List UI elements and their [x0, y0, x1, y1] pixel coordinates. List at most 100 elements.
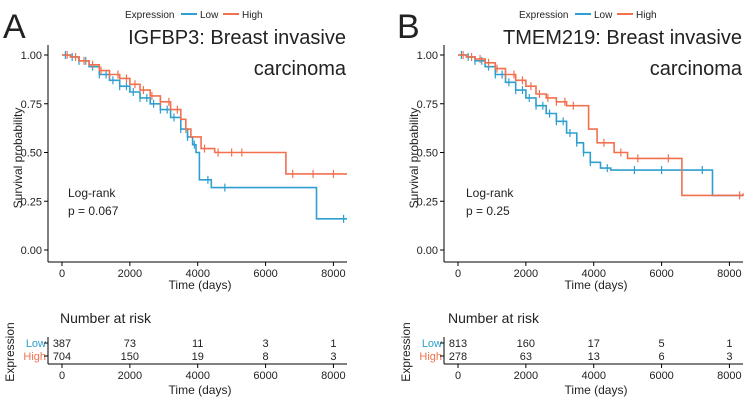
- chart-title-line1: IGFBP3: Breast invasive: [128, 27, 346, 49]
- legend-title: Expression: [519, 10, 568, 21]
- risk-table: Number at risk Expression Low 813 160 17 5 1 H…: [399, 310, 743, 397]
- risk-x-tick-label: 6000: [649, 370, 673, 382]
- panel-label: B: [397, 8, 420, 46]
- km-curve-high: [458, 54, 744, 197]
- risk-cell: 387: [53, 338, 71, 350]
- x-axis-label: Time (days): [169, 278, 232, 292]
- x-axis-label: Time (days): [565, 278, 628, 292]
- risk-x-tick-label: 0: [59, 370, 65, 382]
- risk-cell: 63: [520, 351, 532, 363]
- risk-table-ylabel: Expression: [399, 322, 413, 381]
- x-tick-label: 6000: [649, 268, 673, 280]
- panel-b: B Expression Low High TMEM219: Breast in…: [397, 8, 744, 397]
- x-tick-label: 8000: [321, 268, 345, 280]
- risk-row-label-high: High: [23, 351, 46, 363]
- plot-series: [458, 51, 744, 200]
- x-axis: 0 2000 4000 6000 8000: [59, 262, 346, 280]
- risk-cell: 13: [588, 351, 600, 363]
- y-tick-label: 1.00: [417, 50, 438, 62]
- x-tick-label: 4000: [581, 268, 605, 280]
- annotation-logrank: Log-rank: [68, 186, 116, 200]
- legend-label-high: High: [242, 10, 263, 21]
- legend: Expression Low High: [125, 10, 263, 21]
- legend-label-low: Low: [200, 10, 219, 21]
- risk-x-tick-label: 4000: [581, 370, 605, 382]
- risk-cell: 1: [726, 338, 732, 350]
- y-axis: 0.00 0.25 0.50 0.75 1.00: [417, 50, 444, 257]
- risk-table-xlabel: Time (days): [565, 383, 628, 397]
- risk-cell: 73: [124, 338, 136, 350]
- risk-x-tick-label: 8000: [321, 370, 345, 382]
- risk-row-label-low: Low: [26, 338, 46, 350]
- risk-cell: 813: [449, 338, 467, 350]
- y-tick-label: 0.75: [417, 99, 438, 111]
- risk-table-title: Number at risk: [60, 310, 152, 326]
- chart-title-line2: carcinoma: [650, 58, 743, 80]
- annotation-pvalue: p = 0.25: [466, 204, 510, 218]
- risk-cell: 19: [192, 351, 204, 363]
- y-tick-label: 0.50: [417, 148, 438, 160]
- km-curve-high: [62, 54, 347, 175]
- x-tick-label: 0: [455, 268, 461, 280]
- risk-cell: 1: [330, 338, 336, 350]
- risk-cell: 278: [449, 351, 467, 363]
- risk-cell: 3: [263, 338, 269, 350]
- risk-x-tick-label: 6000: [253, 370, 277, 382]
- risk-cell: 3: [726, 351, 732, 363]
- risk-cell: 8: [263, 351, 269, 363]
- risk-cell: 11: [192, 338, 203, 350]
- risk-row-label-high: High: [419, 351, 442, 363]
- risk-x-tick-label: 8000: [717, 370, 741, 382]
- risk-cell: 160: [517, 338, 535, 350]
- risk-cell: 3: [330, 351, 336, 363]
- risk-table-title: Number at risk: [448, 310, 540, 326]
- risk-row-label-low: Low: [422, 338, 442, 350]
- x-tick-label: 2000: [118, 268, 142, 280]
- chart-title-line1: TMEM219: Breast invasive: [503, 27, 742, 49]
- risk-table-x-axis: 0 2000 4000 6000 8000: [455, 364, 742, 382]
- legend-label-high: High: [636, 10, 657, 21]
- risk-cell: 150: [121, 351, 139, 363]
- x-tick-label: 4000: [185, 268, 209, 280]
- x-tick-label: 8000: [717, 268, 741, 280]
- y-tick-label: 0.00: [21, 245, 42, 257]
- y-axis-label: Survival probability: [407, 108, 421, 209]
- panel-label: A: [3, 8, 26, 46]
- y-tick-label: 0.75: [21, 99, 42, 111]
- legend-title: Expression: [125, 10, 174, 21]
- y-tick-label: 0.25: [417, 196, 438, 208]
- risk-x-tick-label: 0: [455, 370, 461, 382]
- risk-table-xlabel: Time (days): [169, 383, 232, 397]
- risk-cell: 5: [659, 338, 665, 350]
- y-axis-label: Survival probability: [11, 108, 25, 209]
- risk-table: Number at risk Expression Low 387 73 11 3 1Hi…: [3, 310, 347, 397]
- y-tick-label: 0.25: [21, 196, 42, 208]
- y-tick-label: 1.00: [21, 50, 42, 62]
- risk-table-ylabel: Expression: [3, 322, 17, 381]
- risk-x-tick-label: 2000: [514, 370, 538, 382]
- chart-title-line2: carcinoma: [254, 58, 347, 80]
- annotation-logrank: Log-rank: [466, 186, 514, 200]
- x-tick-label: 6000: [253, 268, 277, 280]
- y-axis: 0.00 0.25 0.50 0.75 1.00: [21, 50, 48, 257]
- x-tick-label: 0: [59, 268, 65, 280]
- risk-x-tick-label: 4000: [185, 370, 209, 382]
- risk-cell: 6: [659, 351, 665, 363]
- km-plot: 0.00 0.25 0.50 0.75 1.00 0 2000 4000 6000 8000 S…: [11, 45, 347, 292]
- x-tick-label: 2000: [514, 268, 538, 280]
- risk-x-tick-label: 2000: [118, 370, 142, 382]
- risk-cell: 704: [53, 351, 71, 363]
- y-tick-label: 0.50: [21, 148, 42, 160]
- risk-table-x-axis: 0 2000 4000 6000 8000: [59, 364, 346, 382]
- x-axis: 0 2000 4000 6000 8000: [455, 262, 742, 280]
- km-plot: 0.00 0.25 0.50 0.75 1.00 0 2000 4000 6000 8000 S…: [407, 45, 744, 292]
- annotation-pvalue: p = 0.067: [68, 204, 119, 218]
- legend-label-low: Low: [594, 10, 613, 21]
- y-tick-label: 0.00: [417, 245, 438, 257]
- legend: Expression Low High: [519, 10, 657, 21]
- panel-a: A Expression Low High IGFBP3: Breast inv…: [3, 8, 347, 397]
- plot-series: [62, 51, 347, 223]
